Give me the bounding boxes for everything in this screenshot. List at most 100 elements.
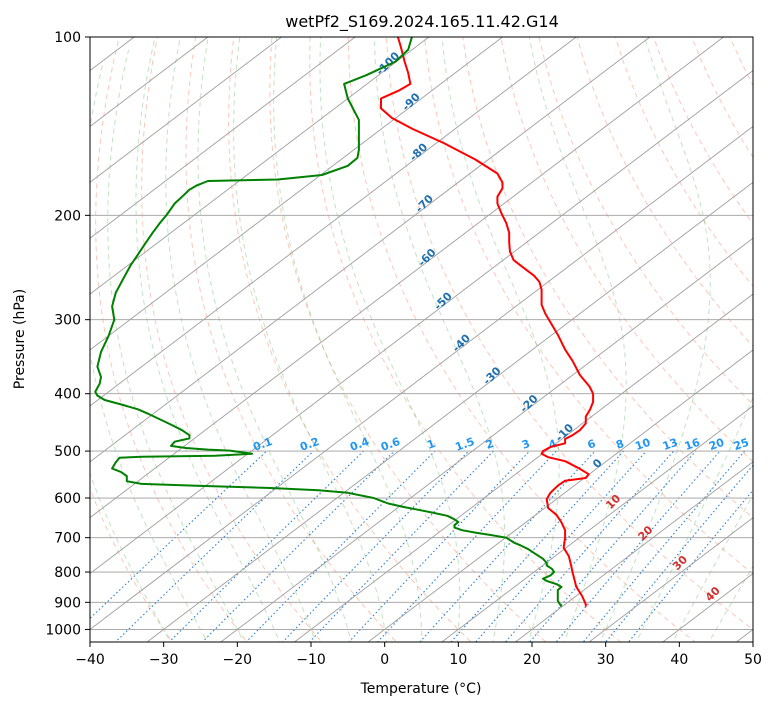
isotherm-line <box>90 125 753 631</box>
dry-adiabat-line <box>95 37 248 642</box>
moist-adiabat-line <box>135 37 281 642</box>
dry-adiabat-line <box>141 37 323 642</box>
moist-adiabat-line <box>599 37 711 642</box>
dry-adiabat-line <box>309 37 622 642</box>
moist-adiabat-line <box>90 61 208 642</box>
y-tick-label: 400 <box>54 387 81 403</box>
mixing-ratio-line <box>114 450 314 642</box>
isotherm-line <box>588 517 753 642</box>
dry-adiabat-line <box>185 37 398 642</box>
mixing-ratio-label: 1 <box>425 437 437 452</box>
mixing-ratio-line <box>308 450 494 642</box>
mixing-ratio-line <box>201 450 395 642</box>
isotherm-line <box>90 37 356 239</box>
mixing-ratio-line <box>281 450 469 642</box>
y-tick-label: 100 <box>54 30 81 46</box>
dry-adiabat-line <box>500 37 753 463</box>
dry-adiabat-line <box>691 37 753 159</box>
mixing-ratio-label: 0.1 <box>251 435 274 454</box>
isotherm-line <box>90 69 753 575</box>
moist-adiabat-line <box>90 472 172 642</box>
x-tick-label: 20 <box>523 652 541 668</box>
isotherm-line <box>90 37 504 351</box>
dry-adiabat-line <box>756 10 775 654</box>
dry-adiabat-line <box>269 37 547 642</box>
mixing-ratio-label: 3 <box>520 437 532 452</box>
dewpoint-profile <box>94 37 563 608</box>
x-tick-label: 50 <box>744 652 762 668</box>
mixing-ratio-label: 20 <box>707 436 726 454</box>
temperature-profile <box>380 37 595 607</box>
isotherm-line <box>662 572 753 642</box>
moist-adiabat-line <box>233 37 388 642</box>
mixing-ratio-label: 4 <box>547 437 559 452</box>
dry-adiabat-line <box>228 37 472 642</box>
isotherm-line <box>220 237 753 642</box>
mixing-ratio-label: 25 <box>732 436 751 453</box>
dry-adiabat-label: -60 <box>415 246 438 269</box>
dry-adiabat-label: -100 <box>374 49 403 78</box>
chart-title: wetPf2_S169.2024.165.11.42.G14 <box>285 12 559 32</box>
mixing-ratio-label: 2 <box>484 437 496 452</box>
x-tick-label: −10 <box>296 652 326 668</box>
dry-adiabat-line <box>423 37 753 575</box>
sounding-profiles <box>94 37 595 608</box>
mixing-ratio-line <box>605 464 753 642</box>
moist-adiabat-line <box>107 49 245 642</box>
mixing-ratio-line <box>474 450 647 642</box>
mixing-ratio-label: 8 <box>614 437 626 452</box>
isotherm-line <box>90 37 651 463</box>
x-tick-label: −40 <box>75 652 105 668</box>
mixing-ratio-label: 6 <box>586 437 598 452</box>
isotherm-line <box>90 37 209 127</box>
dry-adiabat-label: -20 <box>517 392 540 415</box>
x-tick-label: −30 <box>149 652 179 668</box>
isotherm-line <box>90 37 430 295</box>
mixing-ratio-label: 0.4 <box>348 435 371 454</box>
x-tick-label: −20 <box>223 652 253 668</box>
x-tick-label: 30 <box>597 652 615 668</box>
moist-adiabat-line <box>197 37 352 642</box>
isotherm-line <box>441 405 753 642</box>
y-axis-title: Pressure (hPa) <box>12 289 28 389</box>
x-axis-ticks: −40 −30 −20 −10 0 10 20 30 40 50 <box>75 642 762 668</box>
moist-adiabat-line <box>708 565 753 642</box>
isotherm-line <box>90 37 725 519</box>
dry-adiabat-line <box>90 487 173 642</box>
mixing-ratio-label: 0.2 <box>298 435 321 454</box>
y-tick-label: 800 <box>54 565 81 581</box>
moist-adiabat-label: 40 <box>703 584 723 604</box>
dry-adiabat-label: -40 <box>450 331 473 354</box>
dry-adiabat-line <box>385 37 753 631</box>
dry-adiabat-label: -90 <box>400 90 423 113</box>
mixing-ratio-line <box>504 450 675 642</box>
dry-adiabats <box>90 10 775 654</box>
pressure-gridlines <box>90 37 753 630</box>
skewed-isotherms <box>90 37 753 642</box>
y-tick-label: 200 <box>54 208 81 224</box>
y-tick-label: 900 <box>54 595 81 611</box>
dry-adiabat-label: -30 <box>480 364 503 387</box>
dry-adiabat-line <box>614 37 753 288</box>
mixing-ratio-line <box>528 450 697 642</box>
moist-adiabat-line <box>374 37 506 642</box>
dry-adiabat-label: -70 <box>413 192 436 215</box>
mixing-ratio-label: 10 <box>633 436 652 454</box>
y-tick-label: 500 <box>54 444 81 460</box>
mixing-ratio-label: 16 <box>683 436 702 454</box>
moist-adiabat-line <box>273 37 423 642</box>
dry-adiabat-label: -50 <box>432 289 455 312</box>
isotherm-line <box>367 349 753 642</box>
dry-adiabat-line <box>462 37 753 519</box>
isotherm-line <box>735 628 753 642</box>
dry-adiabat-line <box>576 37 753 348</box>
y-axis-ticks: 100 200 300 400 500 600 700 800 900 1000 <box>45 30 90 638</box>
isotherm-line <box>90 37 577 407</box>
y-tick-label: 600 <box>54 491 81 507</box>
isotherm-line <box>90 37 283 183</box>
mixing-ratio-lines <box>90 450 753 642</box>
mixing-ratio-label: 13 <box>661 436 680 453</box>
plot-area: 0.10.20.40.611.52346810131620253036-100-… <box>90 10 775 654</box>
y-tick-label: 700 <box>54 531 81 547</box>
